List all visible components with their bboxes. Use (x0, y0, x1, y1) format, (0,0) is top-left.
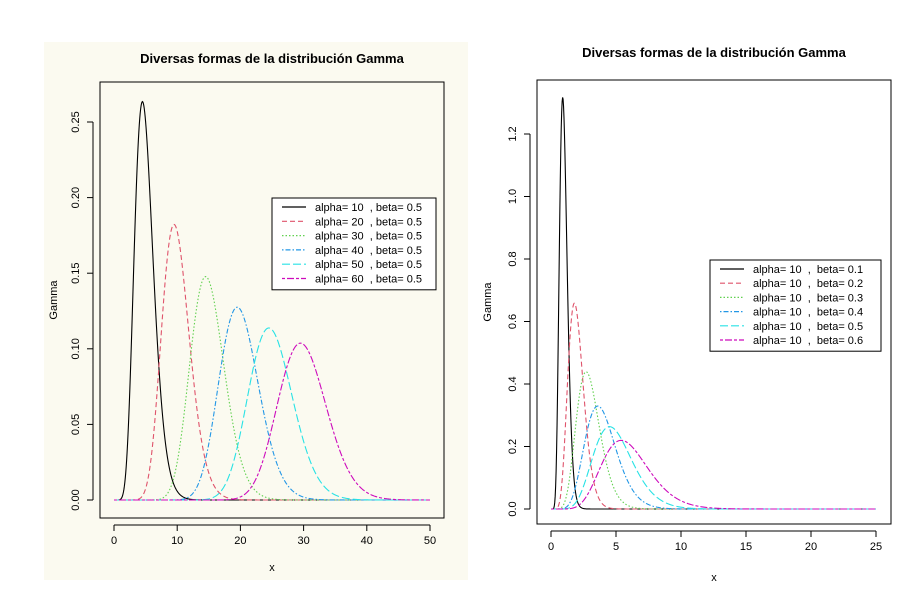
chart-title: Diversas formas de la distribución Gamma (140, 51, 404, 66)
y-axis-label: Gamma (482, 282, 494, 322)
y-tick-label: 0.15 (70, 262, 82, 283)
y-tick-label: 0.25 (70, 111, 82, 132)
chart-svg: Diversas formas de la distribución Gamma… (44, 42, 468, 580)
y-axis-label: Gamma (48, 280, 60, 320)
series-line-5 (114, 327, 430, 501)
legend-label: alpha= 20 , beta= 0.5 (315, 216, 422, 228)
legend-label: alpha= 10 , beta= 0.5 (315, 202, 422, 214)
legend-label: alpha= 30 , beta= 0.5 (315, 231, 422, 243)
chart-title: Diversas formas de la distribución Gamma (582, 45, 846, 60)
x-tick-label: 5 (613, 541, 619, 553)
legend-box (709, 259, 882, 352)
x-tick-label: 25 (870, 541, 882, 553)
y-tick-label: 0.6 (507, 314, 519, 329)
x-tick-label: 30 (297, 535, 309, 547)
x-tick-label: 0 (111, 535, 117, 547)
series-line-6 (114, 342, 430, 501)
series-line-3 (551, 371, 876, 510)
chart-right: Diversas formas de la distribución Gamma… (475, 0, 914, 594)
x-tick-label: 20 (234, 535, 246, 547)
plot-frame (536, 79, 892, 525)
y-tick-label: 0.05 (70, 414, 82, 435)
y-tick-label: 1.0 (507, 189, 519, 204)
chart-svg: Diversas formas de la distribución Gamma… (482, 45, 892, 584)
chart-left: Diversas formas de la distribución Gamma… (44, 42, 468, 580)
series-line-6 (551, 439, 876, 510)
y-tick-label: 0.00 (70, 489, 82, 510)
legend-label: alpha= 10 , beta= 0.4 (753, 307, 863, 319)
x-tick-label: 20 (805, 541, 817, 553)
x-tick-label: 50 (424, 535, 436, 547)
x-tick-label: 10 (171, 535, 183, 547)
y-tick-label: 0.20 (70, 187, 82, 208)
legend-label: alpha= 50 , beta= 0.5 (315, 259, 422, 271)
x-tick-label: 40 (361, 535, 373, 547)
legend-label: alpha= 10 , beta= 0.3 (753, 292, 863, 304)
legend-label: alpha= 10 , beta= 0.2 (753, 278, 863, 290)
legend-box (271, 197, 437, 291)
y-tick-label: 0.4 (507, 376, 519, 391)
legend-label: alpha= 60 , beta= 0.5 (315, 274, 422, 286)
x-tick-label: 15 (740, 541, 752, 553)
x-tick-label: 0 (548, 541, 554, 553)
x-tick-label: 10 (675, 541, 687, 553)
x-axis-label: x (269, 562, 275, 574)
series-line-4 (551, 405, 876, 510)
y-tick-label: 1.2 (507, 126, 519, 141)
x-axis-label: x (711, 572, 717, 584)
y-tick-label: 0.8 (507, 251, 519, 266)
legend-label: alpha= 10 , beta= 0.6 (753, 335, 863, 347)
legend-label: alpha= 10 , beta= 0.5 (753, 321, 863, 333)
legend-label: alpha= 10 , beta= 0.1 (753, 264, 863, 276)
y-tick-label: 0.2 (507, 439, 519, 454)
chart-background (44, 42, 468, 580)
y-tick-label: 0.0 (507, 501, 519, 516)
legend-label: alpha= 40 , beta= 0.5 (315, 245, 422, 257)
plot-frame (99, 81, 445, 519)
y-tick-label: 0.10 (70, 338, 82, 359)
